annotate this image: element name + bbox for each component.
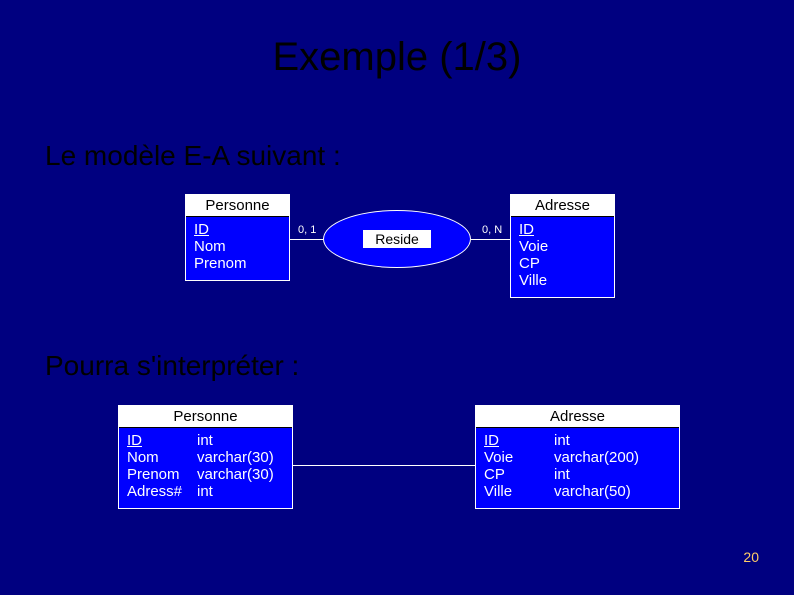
table-row: Voievarchar(200): [484, 449, 643, 466]
entity-title: Adresse: [476, 406, 679, 428]
attr-nom: Nom: [194, 238, 281, 255]
relation-reside: Reside: [323, 210, 471, 268]
entity-title: Personne: [119, 406, 292, 428]
page-number: 20: [743, 549, 759, 565]
slide-title: Exemple (1/3): [0, 35, 794, 80]
connector-line-left: [290, 239, 323, 240]
ea-entity-adresse: Adresse ID Voie CP Ville: [510, 194, 615, 298]
entity-body: ID Voie CP Ville: [511, 217, 614, 297]
entity-title: Adresse: [511, 195, 614, 217]
attr-id: ID: [519, 221, 606, 238]
attr-prenom: Prenom: [194, 255, 281, 272]
attr-ville: Ville: [519, 272, 606, 289]
attr-id: ID: [194, 221, 281, 238]
entity-title: Personne: [186, 195, 289, 217]
table-row: Villevarchar(50): [484, 483, 643, 500]
attr-cp: CP: [519, 255, 606, 272]
relation-label: Reside: [363, 230, 431, 248]
entity-body: IDint Nomvarchar(30) Prenomvarchar(30) A…: [119, 428, 292, 508]
cardinality-left: 0, 1: [298, 224, 316, 236]
table-row: IDint: [127, 432, 278, 449]
attr-table: IDint Voievarchar(200) CPint Villevarcha…: [484, 432, 643, 500]
connector-line-relational: [293, 465, 475, 466]
table-row: Adress#int: [127, 483, 278, 500]
attr-table: IDint Nomvarchar(30) Prenomvarchar(30) A…: [127, 432, 278, 500]
ea-entity-personne: Personne ID Nom Prenom: [185, 194, 290, 281]
entity-body: IDint Voievarchar(200) CPint Villevarcha…: [476, 428, 679, 508]
table-row: Nomvarchar(30): [127, 449, 278, 466]
connector-line-right: [471, 239, 510, 240]
heading-relational: Pourra s'interpréter :: [45, 350, 299, 382]
table-row: Prenomvarchar(30): [127, 466, 278, 483]
cardinality-right: 0, N: [482, 224, 502, 236]
rel-table-adresse: Adresse IDint Voievarchar(200) CPint Vil…: [475, 405, 680, 509]
attr-voie: Voie: [519, 238, 606, 255]
table-row: CPint: [484, 466, 643, 483]
entity-body: ID Nom Prenom: [186, 217, 289, 280]
table-row: IDint: [484, 432, 643, 449]
heading-ea-model: Le modèle E-A suivant :: [45, 140, 341, 172]
rel-table-personne: Personne IDint Nomvarchar(30) Prenomvarc…: [118, 405, 293, 509]
